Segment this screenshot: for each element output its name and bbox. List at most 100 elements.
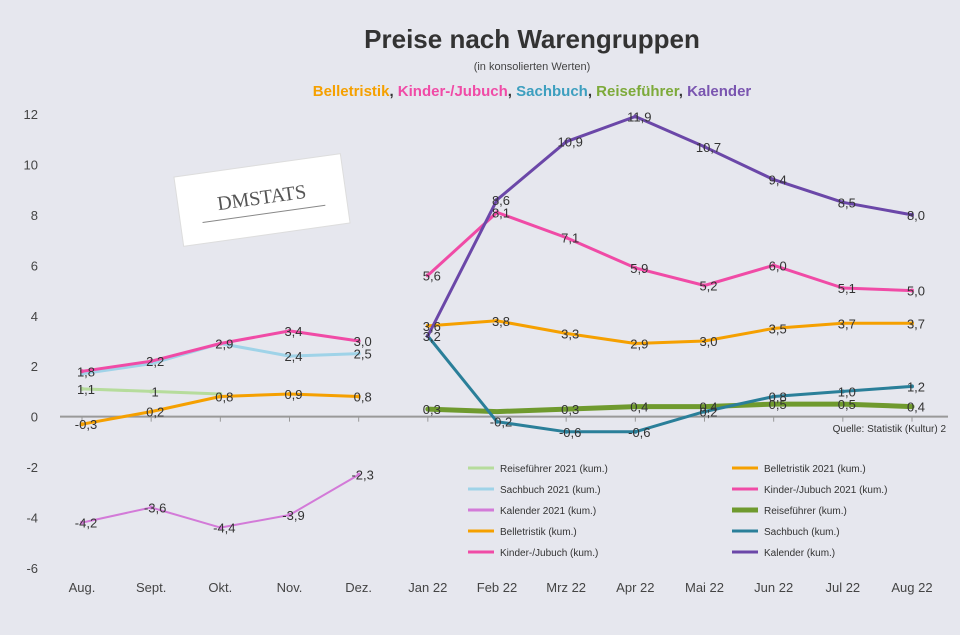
- data-label: -4,4: [213, 521, 235, 536]
- x-tick-label: Aug.: [69, 580, 96, 595]
- data-label: 10,9: [558, 135, 583, 150]
- x-tick-label: Mrz 22: [546, 580, 586, 595]
- x-tick-label: Sept.: [136, 580, 166, 595]
- y-tick-label: 10: [24, 157, 38, 172]
- data-labels: 1,1 1 -0,3 0,2 0,8 0,9 0,8 2,4 2,5 1,8 2,2 2,9 3,4 3,…: [75, 110, 925, 536]
- data-point: [287, 354, 292, 359]
- data-label: 1: [152, 384, 159, 399]
- data-label: -0,6: [628, 425, 650, 440]
- data-point: [149, 409, 154, 414]
- data-point: [495, 197, 499, 202]
- data-point: [80, 520, 84, 525]
- series-line: [425, 401, 915, 415]
- data-label: 9,4: [769, 173, 787, 188]
- data-label: 3,3: [561, 326, 579, 341]
- data-point: [633, 341, 638, 346]
- data-point: [910, 404, 914, 409]
- data-point: [771, 263, 776, 268]
- data-label: 0,4: [699, 400, 717, 415]
- category-word: Reiseführer: [596, 83, 680, 100]
- data-point: [633, 265, 638, 270]
- data-label: 8,0: [907, 208, 925, 223]
- data-point: [356, 472, 361, 477]
- data-label: 2,9: [630, 337, 648, 352]
- data-label: 2,2: [146, 354, 164, 369]
- data-point: [771, 326, 776, 331]
- data-point: [425, 407, 430, 412]
- x-axis: Aug. Sept. Okt. Nov. Dez. Jan 22 Feb 22 Mrz 22 A…: [69, 416, 933, 595]
- x-tick-label: Jan 22: [408, 580, 447, 595]
- data-point: [218, 525, 223, 530]
- data-point: [495, 318, 499, 323]
- data-point: [702, 144, 707, 149]
- data-label: -0,2: [490, 415, 512, 430]
- data-label: 5,1: [838, 281, 856, 296]
- x-tick-label: Aug 22: [891, 580, 932, 595]
- legend-label: Reiseführer 2021 (kum.): [500, 464, 608, 475]
- data-label: 3,0: [354, 334, 372, 349]
- data-label: 5,2: [699, 279, 717, 294]
- chart-title: Preise nach Warengruppen: [364, 24, 700, 54]
- data-point: [564, 331, 569, 336]
- data-point: [840, 389, 845, 394]
- category-word: Sachbuch: [516, 83, 588, 100]
- legend-label: Kinder-/Jubuch 2021 (kum.): [764, 485, 887, 496]
- data-label: 0,5: [769, 397, 787, 412]
- data-label: 3,4: [284, 324, 302, 339]
- data-point: [495, 210, 499, 215]
- data-point: [218, 394, 223, 399]
- data-point: [840, 200, 845, 205]
- data-label: 0,2: [146, 405, 164, 420]
- data-point: [80, 369, 84, 374]
- data-point: [771, 402, 776, 407]
- data-label: -3,9: [282, 508, 304, 523]
- data-point: [633, 404, 638, 409]
- data-label: 3,7: [907, 316, 925, 331]
- data-point: [287, 391, 292, 396]
- category-separator: ,: [389, 83, 397, 100]
- legend-label: Sachbuch 2021 (kum.): [500, 485, 601, 496]
- data-point: [356, 351, 361, 356]
- data-point: [910, 212, 914, 217]
- data-point: [495, 419, 499, 424]
- y-tick-label: 8: [31, 208, 38, 223]
- data-label: 1,8: [77, 364, 95, 379]
- series-line: [426, 115, 914, 338]
- category-separator: ,: [508, 83, 516, 100]
- data-label: 0,4: [907, 400, 925, 415]
- data-point: [425, 323, 430, 328]
- data-label: 10,7: [696, 140, 721, 155]
- data-point: [910, 384, 914, 389]
- data-point: [149, 389, 154, 394]
- data-point: [702, 283, 707, 288]
- data-point: [840, 321, 845, 326]
- category-word: Kinder-/Jubuch: [398, 83, 508, 100]
- data-point: [840, 402, 845, 407]
- logo-card: DMSTATS: [173, 153, 351, 247]
- data-point: [840, 286, 845, 291]
- chart-subtitle: (in konsolierten Werten): [474, 61, 591, 73]
- data-label: 1,1: [77, 382, 95, 397]
- data-label: 0,8: [354, 389, 372, 404]
- series-group: [80, 114, 915, 530]
- data-point: [910, 321, 914, 326]
- category-line: Belletristik, Kinder-/Jubuch, Sachbuch, …: [313, 83, 752, 100]
- data-point: [633, 429, 638, 434]
- data-point: [564, 429, 569, 434]
- data-label: 8,5: [838, 195, 856, 210]
- data-point: [564, 407, 569, 412]
- data-point: [633, 114, 638, 119]
- legend-label: Reiseführer (kum.): [764, 506, 847, 517]
- data-label: 8,1: [492, 205, 510, 220]
- data-label: 3,7: [838, 316, 856, 331]
- data-point: [287, 328, 292, 333]
- data-label: 1,2: [907, 379, 925, 394]
- data-point: [218, 341, 223, 346]
- data-point: [149, 359, 154, 364]
- x-tick-label: Jul 22: [825, 580, 860, 595]
- legend-label: Kalender 2021 (kum.): [500, 506, 596, 517]
- data-point: [702, 409, 707, 414]
- data-point: [771, 394, 776, 399]
- y-tick-label: 0: [31, 410, 38, 425]
- y-tick-label: 4: [31, 309, 38, 324]
